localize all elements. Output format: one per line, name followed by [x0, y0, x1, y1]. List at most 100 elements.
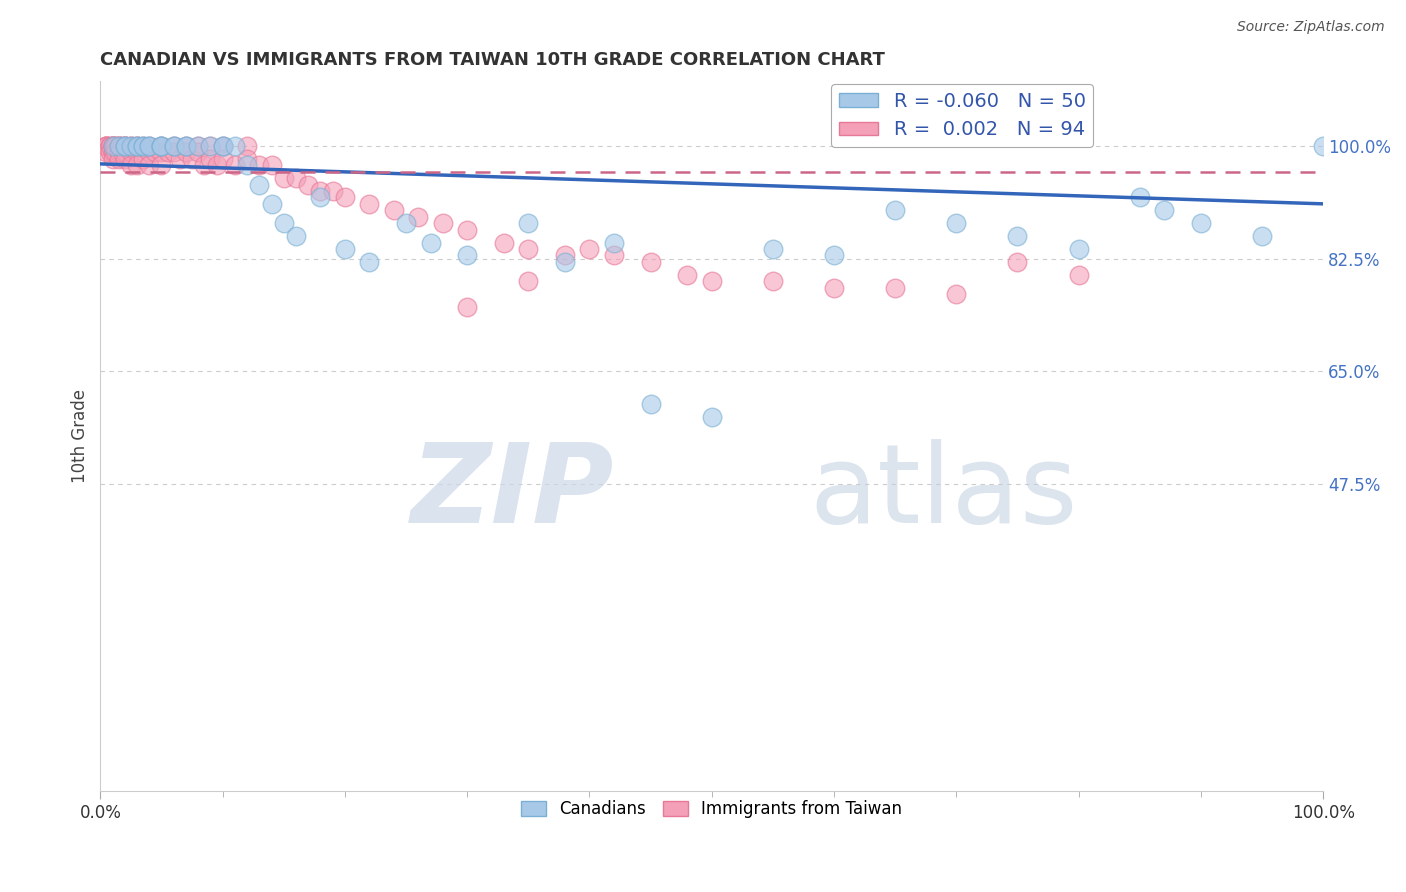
Point — [640, 397, 662, 411]
Point — [309, 190, 332, 204]
Point — [138, 138, 160, 153]
Text: atlas: atlas — [810, 439, 1078, 546]
Point — [200, 152, 222, 166]
Point — [603, 235, 626, 250]
Point — [120, 138, 142, 153]
Point — [432, 216, 454, 230]
Point — [107, 138, 129, 153]
Point — [884, 281, 907, 295]
Point — [181, 152, 204, 166]
Point — [125, 138, 148, 153]
Point — [1129, 190, 1152, 204]
Point — [200, 138, 222, 153]
Point — [125, 138, 148, 153]
Point — [125, 138, 148, 153]
Legend: Canadians, Immigrants from Taiwan: Canadians, Immigrants from Taiwan — [515, 794, 908, 825]
Point — [96, 145, 118, 160]
Point — [297, 178, 319, 192]
Point — [406, 210, 429, 224]
Point — [247, 178, 270, 192]
Point — [145, 145, 167, 160]
Point — [224, 138, 246, 153]
Point — [150, 138, 173, 153]
Point — [114, 138, 136, 153]
Point — [101, 138, 124, 153]
Point — [456, 300, 478, 314]
Point — [285, 229, 308, 244]
Point — [1189, 216, 1212, 230]
Point — [1153, 203, 1175, 218]
Point — [104, 138, 127, 153]
Point — [107, 152, 129, 166]
Point — [101, 145, 124, 160]
Point — [1067, 242, 1090, 256]
Point — [260, 158, 283, 172]
Point — [101, 138, 124, 153]
Point — [114, 138, 136, 153]
Point — [174, 138, 197, 153]
Point — [456, 222, 478, 236]
Point — [211, 152, 233, 166]
Point — [132, 138, 155, 153]
Point — [96, 138, 118, 153]
Point — [676, 268, 699, 282]
Point — [163, 138, 186, 153]
Point — [884, 203, 907, 218]
Point — [554, 255, 576, 269]
Point — [309, 184, 332, 198]
Point — [107, 145, 129, 160]
Point — [96, 138, 118, 153]
Point — [138, 158, 160, 172]
Text: ZIP: ZIP — [411, 439, 614, 546]
Point — [120, 145, 142, 160]
Point — [101, 138, 124, 153]
Point — [640, 255, 662, 269]
Point — [98, 138, 121, 153]
Point — [150, 138, 173, 153]
Point — [211, 138, 233, 153]
Point — [823, 281, 845, 295]
Point — [101, 145, 124, 160]
Point — [945, 216, 967, 230]
Point — [96, 138, 118, 153]
Point — [211, 138, 233, 153]
Point — [174, 138, 197, 153]
Point — [120, 158, 142, 172]
Point — [174, 138, 197, 153]
Point — [104, 145, 127, 160]
Point — [107, 145, 129, 160]
Point — [107, 138, 129, 153]
Text: Source: ZipAtlas.com: Source: ZipAtlas.com — [1237, 20, 1385, 34]
Point — [456, 248, 478, 262]
Point — [114, 138, 136, 153]
Point — [163, 145, 186, 160]
Point — [125, 158, 148, 172]
Point — [150, 138, 173, 153]
Point — [120, 138, 142, 153]
Point — [205, 158, 228, 172]
Point — [187, 138, 209, 153]
Point — [125, 145, 148, 160]
Point — [200, 138, 222, 153]
Point — [359, 255, 381, 269]
Point — [554, 248, 576, 262]
Point — [132, 138, 155, 153]
Point — [517, 242, 540, 256]
Point — [382, 203, 405, 218]
Point — [333, 190, 356, 204]
Point — [517, 216, 540, 230]
Point — [823, 248, 845, 262]
Point — [322, 184, 344, 198]
Point — [114, 138, 136, 153]
Point — [169, 152, 191, 166]
Text: CANADIAN VS IMMIGRANTS FROM TAIWAN 10TH GRADE CORRELATION CHART: CANADIAN VS IMMIGRANTS FROM TAIWAN 10TH … — [100, 51, 886, 69]
Point — [247, 158, 270, 172]
Point — [107, 138, 129, 153]
Point — [700, 409, 723, 424]
Point — [104, 138, 127, 153]
Point — [1007, 229, 1029, 244]
Point — [114, 145, 136, 160]
Point — [120, 138, 142, 153]
Point — [163, 138, 186, 153]
Point — [1007, 255, 1029, 269]
